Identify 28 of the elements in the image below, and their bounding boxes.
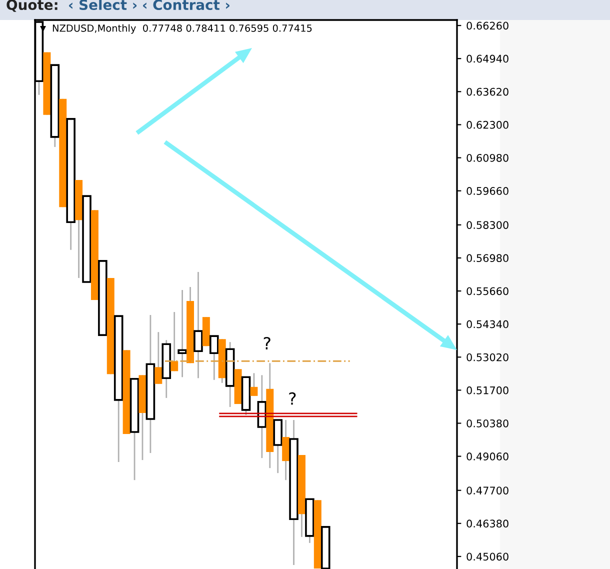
candlestick — [170, 311, 178, 372]
y-tick-label: 0.55660 — [466, 287, 508, 296]
y-tick-label: 0.46380 — [466, 520, 508, 528]
text: Quote: — [6, 0, 58, 12]
y-tick-label: 0.63620 — [466, 88, 508, 96]
chart-title: NZDUSD,Monthly 0.77748 0.78411 0.76595 0.77415 — [52, 24, 312, 34]
y-tick-label: 0.49060 — [466, 452, 508, 460]
y-tick-label: 0.59660 — [466, 187, 508, 195]
y-tick-label: 0.45060 — [466, 552, 508, 561]
y-tick-label: 0.50380 — [466, 419, 508, 428]
y-tick-label: 0.66260 — [466, 22, 508, 30]
y-tick-label: 0.64940 — [466, 54, 508, 63]
y-tick-label: 0.51700 — [466, 386, 508, 394]
candlestick — [250, 372, 258, 397]
y-tick-label: 0.58300 — [466, 221, 508, 229]
ref-line-label: ? — [264, 336, 270, 350]
y-tick-label: 0.53020 — [466, 353, 508, 362]
y-tick-label: 0.60980 — [466, 154, 508, 162]
candlestick — [194, 271, 203, 379]
y-tick-label: 0.54340 — [466, 320, 508, 328]
y-tick-label: 0.47700 — [466, 486, 508, 494]
candlestick — [154, 331, 162, 385]
y-tick-label: 0.62300 — [466, 120, 508, 129]
ref-line-label: ? — [289, 392, 296, 405]
y-tick-label: 0.56980 — [466, 254, 508, 262]
candlestick — [210, 335, 219, 381]
candlestick — [178, 289, 187, 378]
text: ‹ Contract › — [143, 0, 230, 10]
